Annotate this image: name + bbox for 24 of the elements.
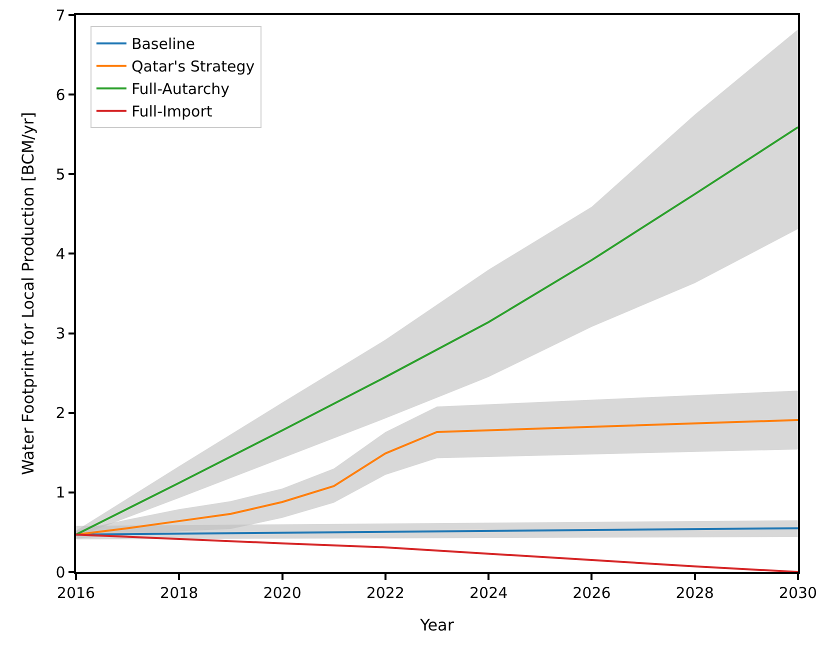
legend-label: Qatar's Strategy	[131, 58, 255, 76]
x-tick-label: 2018	[160, 584, 198, 602]
x-tick-label: 2030	[778, 584, 818, 602]
y-tick-label: 5	[56, 165, 66, 184]
y-tick-label: 7	[56, 6, 66, 24]
x-tick-label: 2028	[676, 584, 714, 602]
x-tick-label: 2024	[469, 584, 508, 602]
x-tick-label: 2020	[263, 584, 302, 602]
y-tick-label: 2	[56, 404, 66, 422]
legend-label: Baseline	[131, 35, 196, 54]
legend-label: Full-Autarchy	[131, 80, 230, 98]
line-series	[76, 534, 798, 572]
x-axis-title: Year	[419, 616, 454, 634]
y-tick-label: 4	[56, 244, 66, 263]
x-tick-label: 2022	[366, 584, 405, 602]
y-tick-label: 6	[56, 86, 66, 104]
x-tick-label: 2016	[56, 584, 96, 602]
y-axis-title: Water Footprint for Local Production [BCM/yr]	[18, 112, 38, 475]
y-tick-label: 1	[56, 484, 66, 502]
x-tick-label: 2026	[572, 584, 611, 602]
y-tick-label: 0	[56, 563, 66, 582]
legend-label: Full-Import	[131, 102, 212, 121]
y-tick-label: 3	[56, 324, 66, 343]
line-series	[76, 126, 798, 536]
